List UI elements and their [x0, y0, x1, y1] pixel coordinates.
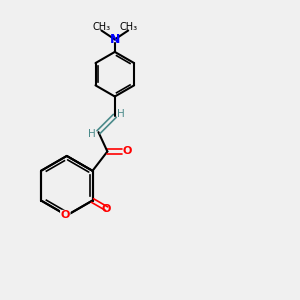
Text: O: O	[122, 146, 131, 157]
Text: O: O	[61, 210, 70, 220]
Text: CH₃: CH₃	[119, 22, 137, 32]
Text: H: H	[88, 129, 96, 139]
Text: H: H	[118, 109, 125, 119]
Text: O: O	[102, 204, 111, 214]
Text: CH₃: CH₃	[92, 22, 110, 32]
Text: N: N	[110, 33, 120, 46]
